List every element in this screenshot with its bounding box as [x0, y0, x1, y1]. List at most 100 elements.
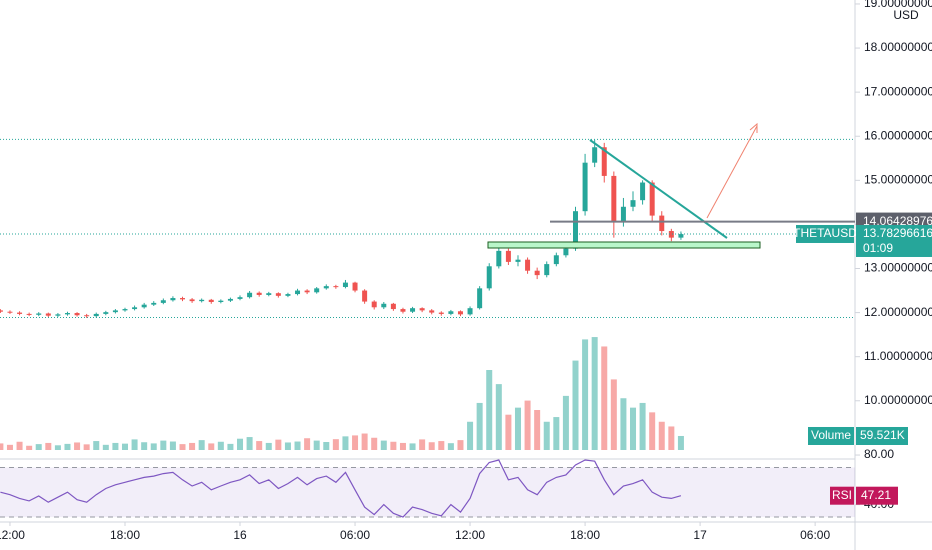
- candle-body: [640, 182, 646, 201]
- candle-body: [304, 290, 310, 293]
- volume-bar: [45, 442, 52, 450]
- volume-bar: [467, 421, 474, 450]
- volume-bar: [658, 421, 665, 450]
- candle-body: [668, 231, 674, 238]
- rsi-band: [0, 467, 855, 518]
- volume-bar: [313, 440, 320, 450]
- volume-bar: [16, 441, 23, 450]
- candle-body: [371, 301, 377, 308]
- volume-bar: [6, 444, 13, 450]
- candle-body: [17, 312, 23, 314]
- volume-bar: [361, 433, 368, 450]
- volume-bar: [476, 402, 483, 450]
- volume-bar: [179, 444, 186, 450]
- volume-bar: [121, 443, 128, 450]
- volume-bar: [64, 443, 71, 450]
- volume-bar: [562, 395, 569, 450]
- volume-bar: [0, 443, 4, 450]
- candle-body: [381, 303, 387, 308]
- volume-bar: [141, 442, 148, 450]
- volume-bar: [150, 443, 157, 450]
- arrow-head: [749, 122, 758, 133]
- volume-bar: [380, 440, 387, 450]
- y-tick-label: 18.00000000: [864, 40, 932, 54]
- candle-body: [448, 311, 454, 314]
- candle-body: [525, 259, 531, 271]
- candle-body: [362, 290, 368, 302]
- volume-bar: [93, 441, 100, 450]
- rsi-name-box: [830, 486, 854, 505]
- x-tick-label: 18:00: [570, 528, 600, 542]
- candle-body: [275, 293, 281, 296]
- x-tick-label: 12:00: [455, 528, 485, 542]
- candle-body: [505, 250, 511, 262]
- y-tick-label: 11.00000000: [864, 349, 932, 363]
- volume-bar: [227, 443, 234, 450]
- volume-bar: [428, 442, 435, 450]
- volume-bar: [342, 436, 349, 450]
- volume-bar: [630, 407, 637, 450]
- volume-bar: [486, 370, 493, 450]
- volume-bar: [284, 442, 291, 450]
- candle-body: [247, 292, 253, 298]
- x-tick-label: 06:00: [800, 528, 830, 542]
- x-tick-label: 16: [233, 528, 247, 542]
- volume-bar: [591, 337, 598, 450]
- rsi-line: [0, 459, 682, 518]
- volume-bar: [256, 441, 263, 450]
- volume-bar: [677, 435, 684, 450]
- candle-body: [390, 303, 396, 310]
- candle-body: [620, 206, 626, 223]
- candle-body: [227, 298, 233, 301]
- candle-body: [256, 292, 262, 295]
- candle-body: [438, 312, 444, 314]
- candle-body: [496, 250, 502, 267]
- candle-body: [84, 315, 90, 317]
- candle-body: [592, 147, 598, 163]
- price-level-label: 14.06428976: [863, 214, 932, 228]
- candle-body: [544, 264, 550, 276]
- volume-bar: [26, 445, 33, 450]
- y-tick-label: 17.00000000: [864, 84, 932, 98]
- candle-body: [295, 290, 301, 295]
- volume-bar: [112, 442, 119, 450]
- volume-bar: [208, 443, 215, 450]
- volume-bar: [352, 435, 359, 450]
- candle-body: [55, 314, 61, 316]
- candle-body: [352, 282, 358, 291]
- rsi-name: RSI: [832, 488, 852, 502]
- candle-body: [93, 313, 99, 317]
- y-tick-label: 12.00000000: [864, 305, 932, 319]
- y-tick-label: 10.00000000: [864, 393, 932, 407]
- volume-bar: [419, 439, 426, 450]
- x-tick-label: 12:00: [0, 528, 25, 542]
- volume-bar: [169, 441, 176, 450]
- volume-value: 59.521K: [860, 428, 905, 442]
- countdown: 01:09: [863, 241, 893, 255]
- volume-bar: [332, 439, 339, 450]
- candle-body: [553, 255, 559, 265]
- candle-body: [323, 286, 329, 289]
- candle-body: [218, 300, 224, 303]
- volume-bar: [610, 379, 617, 450]
- y-tick-label: 13.00000000: [864, 261, 932, 275]
- volume-bar: [495, 384, 502, 450]
- volume-bar: [198, 440, 205, 450]
- candle-body: [74, 313, 80, 316]
- candle-body: [180, 298, 186, 300]
- candle-body: [410, 308, 416, 312]
- candle-body: [112, 310, 118, 313]
- volume-bar: [217, 441, 224, 450]
- candle-body: [64, 313, 70, 315]
- candle-body: [189, 299, 195, 302]
- volume-bar: [553, 417, 560, 450]
- candle-body: [266, 293, 272, 295]
- volume-bar: [237, 438, 244, 450]
- volume-bar: [514, 407, 521, 450]
- x-tick-label: 17: [693, 528, 707, 542]
- volume-bar: [54, 445, 61, 450]
- volume-name-box: [808, 426, 854, 445]
- candle-body: [199, 299, 205, 302]
- volume-bar: [582, 339, 589, 450]
